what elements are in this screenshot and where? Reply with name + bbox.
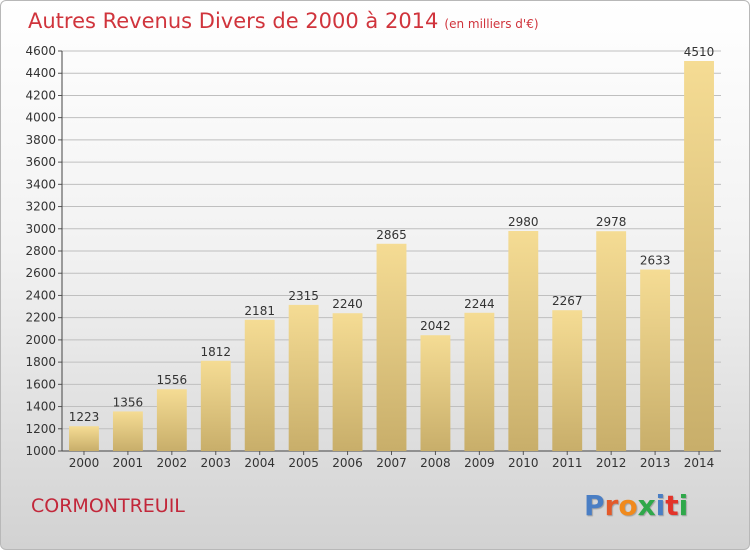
bar (244, 319, 275, 451)
bar (156, 389, 187, 451)
x-tick-label: 2011 (552, 456, 583, 470)
proxiti-logo[interactable]: Proxiti (584, 489, 688, 522)
chart-unit: (en milliers d'€) (444, 17, 539, 31)
y-tick-label: 2600 (25, 266, 56, 280)
bar-value-label: 4510 (684, 45, 715, 59)
y-tick-label: 3400 (25, 177, 56, 191)
bar-value-label: 1556 (157, 373, 188, 387)
x-tick-label: 2005 (288, 456, 319, 470)
bar-value-label: 2267 (552, 294, 583, 308)
x-tick-label: 2009 (464, 456, 495, 470)
bar (684, 61, 714, 451)
y-tick-label: 4400 (25, 66, 56, 80)
bar (640, 269, 671, 451)
y-tick-label: 3000 (25, 222, 56, 236)
logo-letter: o (618, 489, 638, 522)
logo-letter: P (584, 489, 605, 522)
x-tick-label: 2006 (332, 456, 363, 470)
x-tick-label: 2007 (376, 456, 407, 470)
bar (376, 243, 407, 451)
logo-letter: x (637, 489, 656, 522)
x-tick-label: 2002 (157, 456, 188, 470)
bar (112, 411, 143, 451)
bar-value-label: 1356 (113, 395, 144, 409)
y-tick-label: 2200 (25, 311, 56, 325)
logo-letter: i (655, 489, 666, 522)
bar-value-label: 2315 (288, 289, 319, 303)
bar (69, 426, 99, 451)
logo-letter: i (678, 489, 689, 522)
bar (200, 360, 231, 451)
bar (332, 313, 363, 451)
bar-value-label: 2244 (464, 297, 495, 311)
y-tick-label: 4200 (25, 88, 56, 102)
y-tick-label: 1800 (25, 355, 56, 369)
bar-value-label: 2865 (376, 228, 407, 242)
chart-title: Autres Revenus Divers de 2000 à 2014 (en … (28, 9, 539, 33)
logo-letter: r (604, 489, 619, 522)
bar-value-label: 1812 (200, 345, 231, 359)
bar (464, 312, 495, 451)
x-tick-label: 2003 (200, 456, 231, 470)
bar (420, 335, 451, 451)
y-tick-label: 2800 (25, 244, 56, 258)
y-tick-label: 3600 (25, 155, 56, 169)
bar (508, 231, 539, 451)
bar-value-label: 2978 (596, 215, 627, 229)
y-tick-label: 1400 (25, 400, 56, 414)
y-tick-label: 4600 (25, 44, 56, 58)
y-tick-label: 3200 (25, 200, 56, 214)
x-tick-label: 2013 (640, 456, 671, 470)
logo-letter: t (665, 489, 679, 522)
x-tick-label: 2014 (684, 456, 715, 470)
x-tick-label: 2010 (508, 456, 539, 470)
y-tick-label: 1000 (25, 444, 56, 458)
bar-value-label: 2042 (420, 319, 451, 333)
x-tick-label: 2000 (69, 456, 100, 470)
y-tick-label: 3800 (25, 133, 56, 147)
bar-value-label: 2633 (640, 254, 671, 268)
x-tick-label: 2004 (244, 456, 275, 470)
bar-value-label: 2181 (244, 304, 275, 318)
x-tick-label: 2012 (596, 456, 627, 470)
x-tick-label: 2001 (113, 456, 144, 470)
bar (552, 310, 583, 451)
x-tick-label: 2008 (420, 456, 451, 470)
place-name: CORMONTREUIL (31, 495, 185, 517)
chart-title-text: Autres Revenus Divers de 2000 à 2014 (28, 9, 439, 33)
bar-value-label: 2980 (508, 215, 539, 229)
y-tick-label: 2000 (25, 333, 56, 347)
y-tick-label: 2400 (25, 288, 56, 302)
y-tick-label: 1600 (25, 377, 56, 391)
y-tick-label: 1200 (25, 422, 56, 436)
y-tick-label: 4000 (25, 111, 56, 125)
bar-value-label: 1223 (69, 410, 100, 424)
bar (596, 231, 627, 451)
bar (288, 304, 319, 451)
bar-value-label: 2240 (332, 297, 363, 311)
